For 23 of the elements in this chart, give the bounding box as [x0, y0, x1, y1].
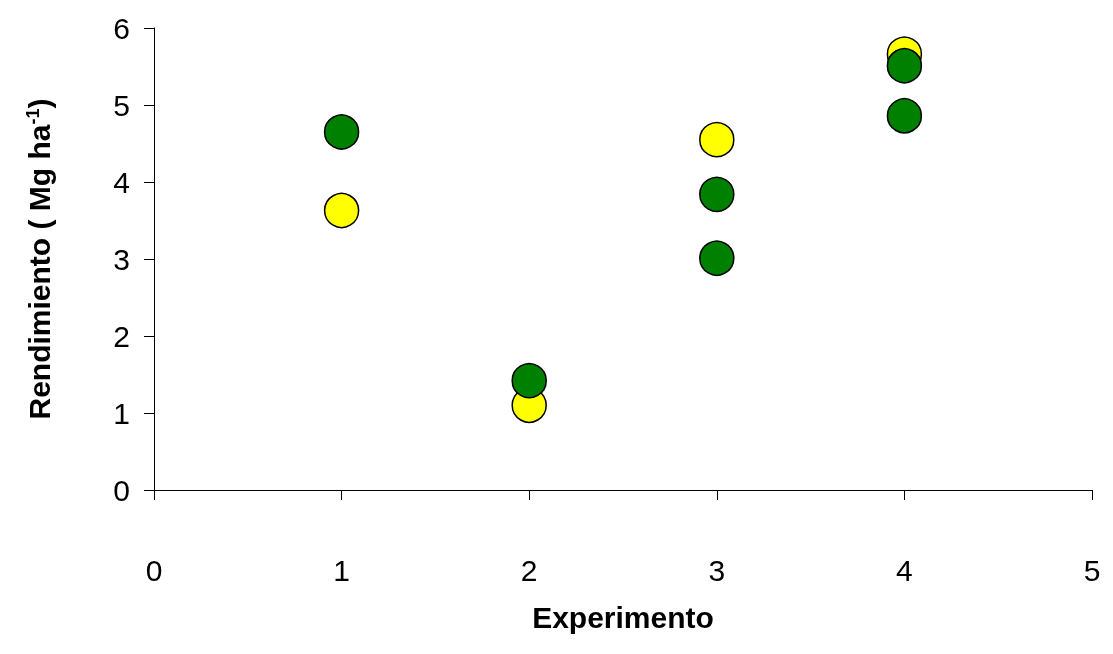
x-tick-label: 0 [145, 553, 163, 587]
point [511, 362, 547, 399]
x-tick-label: 4 [896, 553, 913, 587]
point [323, 192, 360, 229]
y-tick-label: 6 [113, 11, 130, 45]
y-tick-label: 4 [113, 165, 130, 199]
point [886, 47, 923, 84]
y-tick-label: 1 [113, 396, 130, 430]
x-tick-label: 5 [1083, 553, 1101, 587]
point [323, 114, 360, 150]
y-tick-label: 2 [113, 319, 130, 353]
point [699, 240, 735, 276]
x-tick-label: 2 [520, 553, 538, 587]
point [699, 121, 735, 158]
x-tick-label: 3 [708, 553, 726, 587]
y-tick-label: 5 [113, 88, 130, 122]
y-axis-title: Rendimiento ( Mg ha-1) [22, 98, 56, 420]
x-axis-title: Experimento [532, 600, 714, 634]
point [699, 176, 735, 213]
x-tick-label: 1 [333, 553, 350, 587]
point [886, 98, 923, 134]
y-tick-label: 3 [113, 242, 130, 276]
y-tick-label: 0 [113, 473, 130, 507]
